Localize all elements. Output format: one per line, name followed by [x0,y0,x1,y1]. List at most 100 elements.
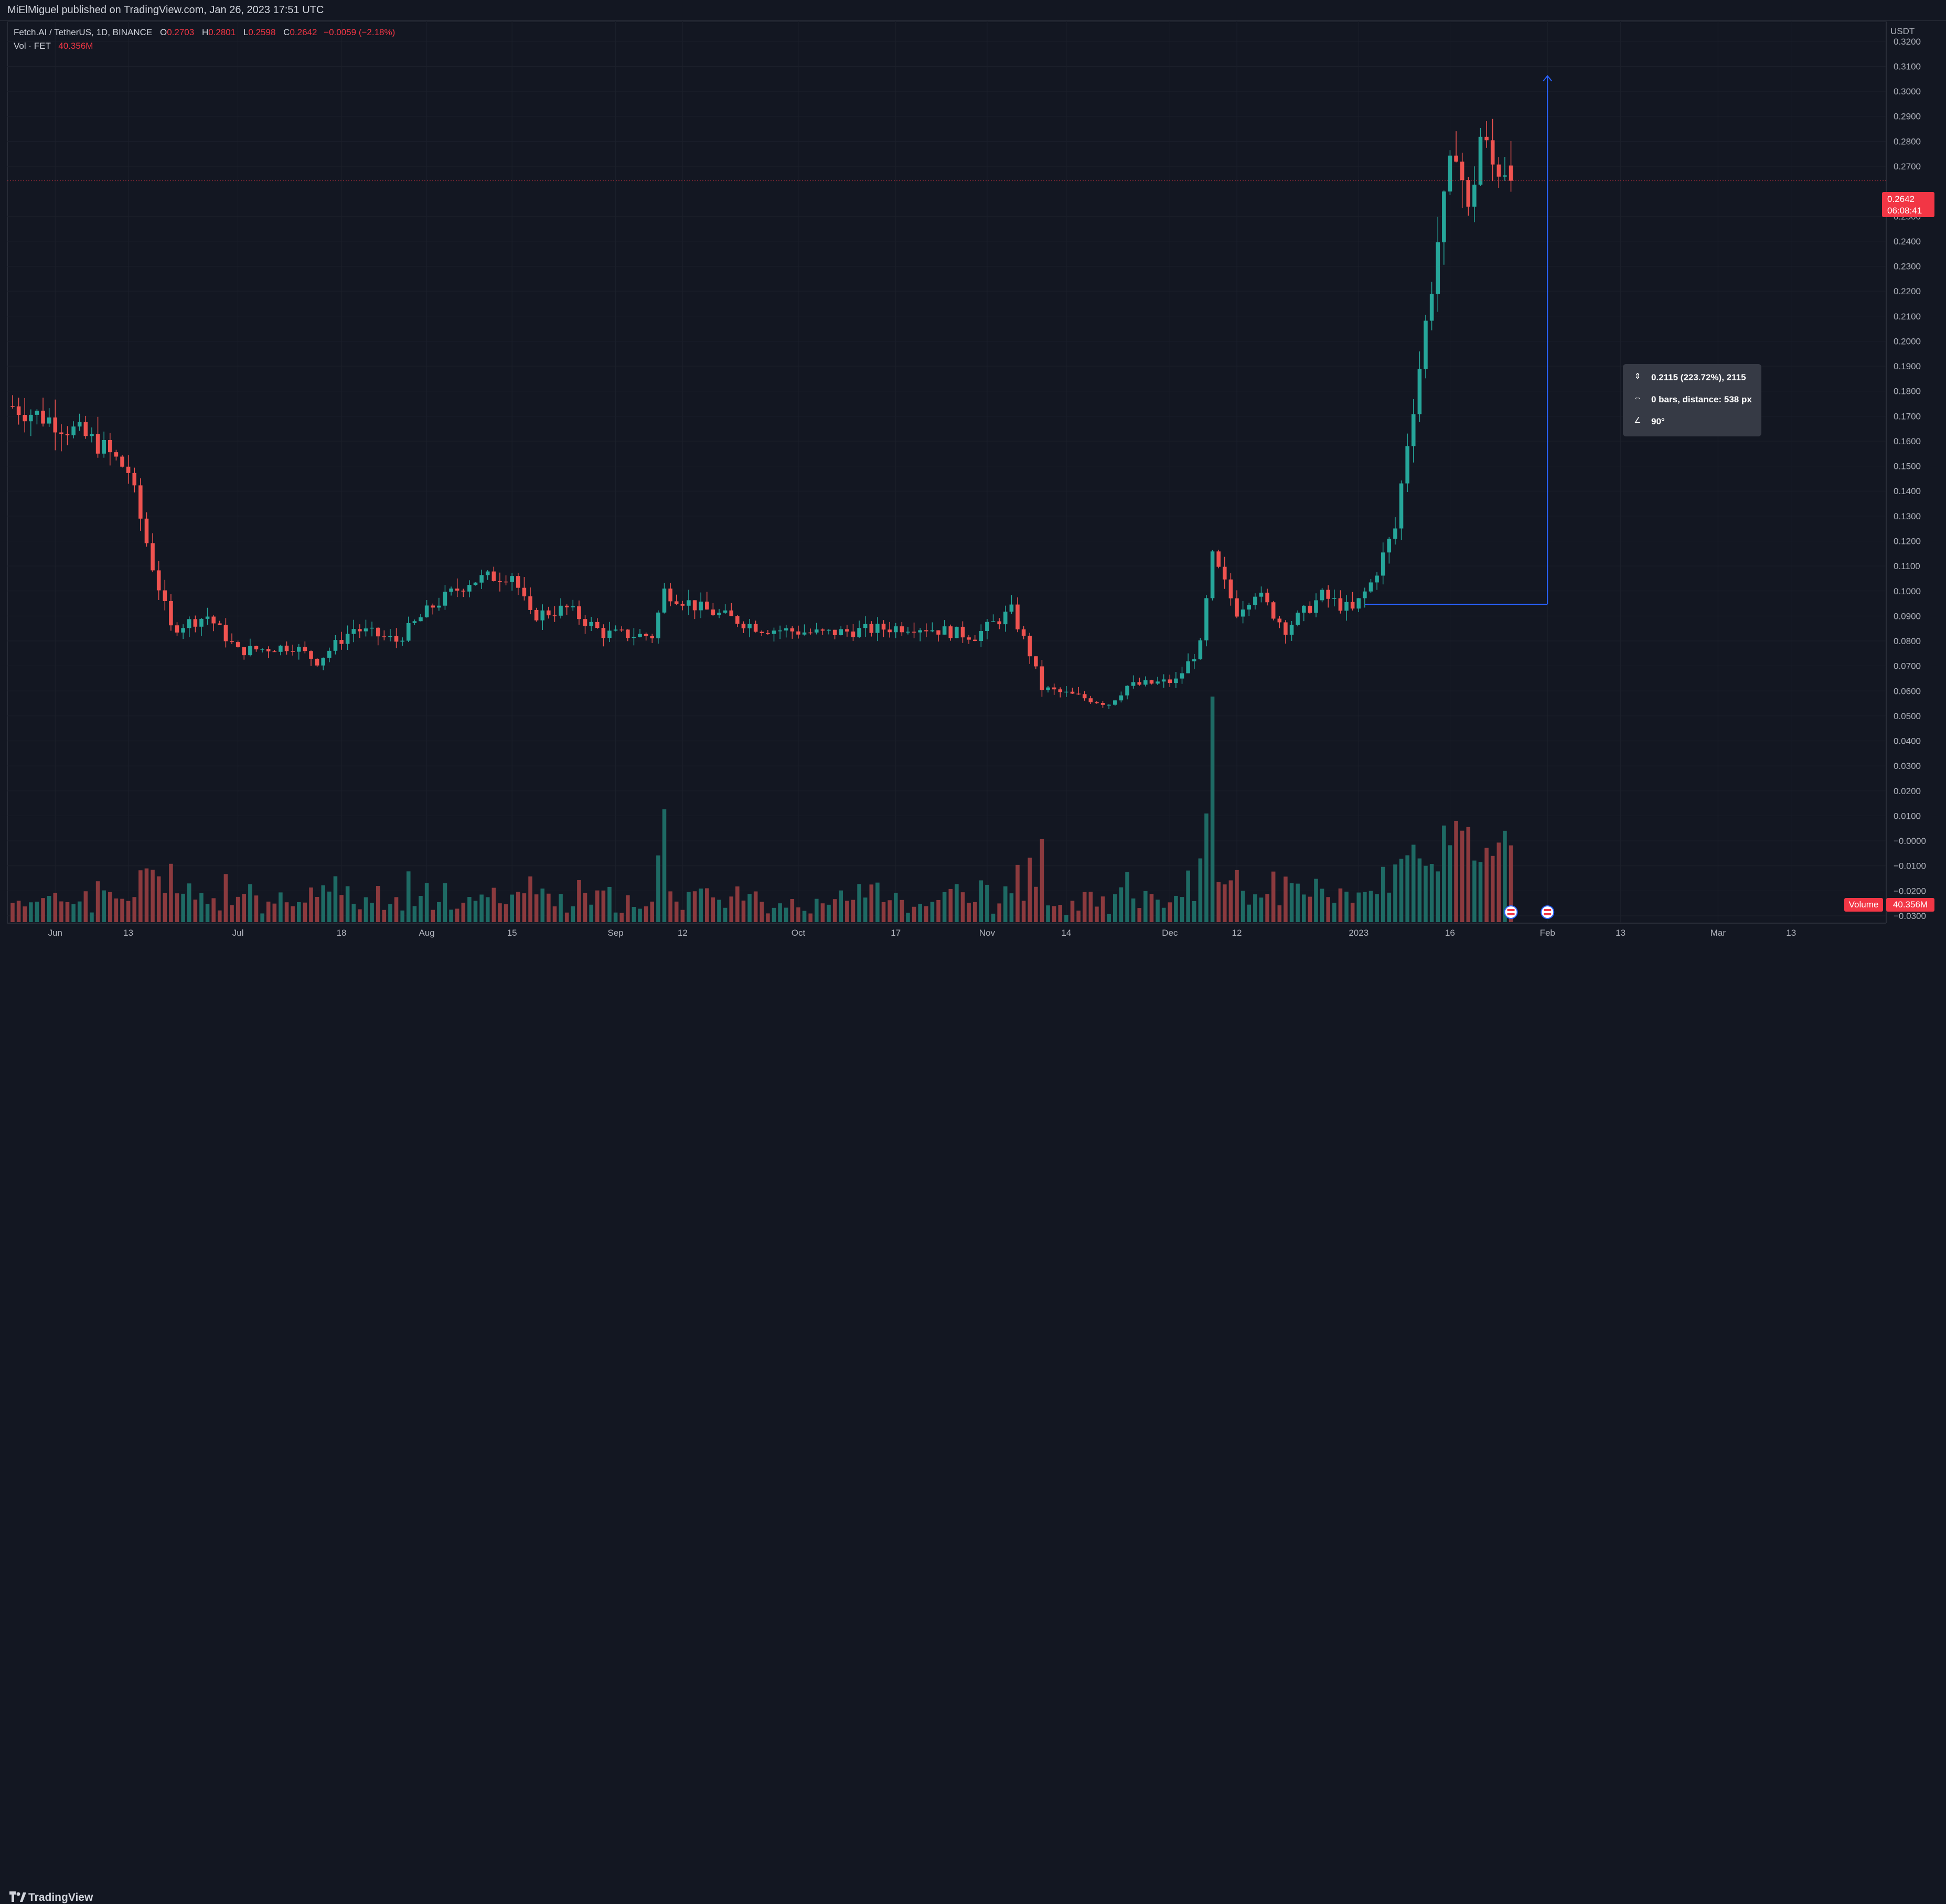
candle-body [1399,483,1404,529]
price-tick-label: 0.0300 [1894,761,1921,771]
candle-body [918,630,922,633]
volume-bar [960,892,965,922]
candle-body [1478,136,1483,185]
volume-bar [1241,891,1245,922]
volume-bar [419,896,423,922]
candle-body [419,617,423,622]
flag-stripe [1544,909,1552,911]
candle-body [169,601,173,626]
volume-bar [863,897,868,922]
candle-body [552,615,557,616]
candle-body [358,629,362,632]
candle-body [1247,605,1252,610]
volume-bar [1003,886,1008,922]
candle-body [1448,155,1452,192]
candle-body [674,601,679,604]
volume-legend-value: 40.356M [58,41,93,51]
volume-bar [95,881,100,922]
candle-body [370,627,374,629]
volume-bar [595,890,600,922]
volume-bar [1284,876,1288,922]
volume-bar [23,906,27,922]
candle-body [723,610,728,613]
candle-body [351,629,356,634]
candle-body [132,473,137,486]
volume-bar [77,901,82,922]
candle-body [960,626,965,638]
tradingview-logo-icon[interactable] [9,1891,26,1903]
candle-body [211,616,216,624]
volume-bar [218,910,222,922]
price-axis[interactable] [1886,22,1946,923]
candle-body [967,637,971,640]
candle-body [315,658,319,666]
candle-body [1137,682,1142,685]
volume-bar [449,910,453,922]
volume-bar [589,904,593,922]
volume-legend-label[interactable]: Vol · FET [14,41,51,51]
candle-body [784,628,788,631]
flag-stripe [1507,913,1515,915]
volume-bar [510,894,514,922]
volume-bar [1466,827,1471,922]
tradingview-brand[interactable]: TradingView [28,1891,93,1903]
price-tick-label: 0.1900 [1894,361,1921,371]
candle-body [303,647,307,651]
candle-body [668,589,672,602]
candle-body [431,605,435,608]
candle-body [485,571,490,575]
candle-body [1338,598,1343,611]
candle-body [163,590,167,602]
candle-body [1046,687,1050,690]
volume-bar [169,863,173,922]
volume-bar [1472,860,1477,922]
volume-bar [71,904,76,922]
candle-body [144,518,149,543]
candle-body [35,410,39,415]
volume-bar [1320,889,1324,922]
candle-body [1271,602,1276,619]
low-key: L [243,27,249,37]
candle-body [272,651,277,653]
chart-pane[interactable] [7,22,1886,923]
volume-bar [564,912,569,922]
volume-bar [906,913,910,922]
candle-body [778,630,782,632]
candle-body [1107,704,1111,706]
time-axis[interactable] [7,923,1886,941]
volume-bar [187,883,191,922]
volume-bar [53,893,58,922]
price-tick-label: 0.1500 [1894,462,1921,472]
price-tick-label: 0.0600 [1894,686,1921,696]
time-tick-label: 2023 [1349,928,1368,938]
us-flag-event-icon[interactable] [1541,905,1555,919]
volume-bar [644,906,648,922]
candle-body [516,576,520,588]
candle-body [626,629,630,638]
volume-series-tag[interactable]: Volume [1844,898,1883,912]
volume-bar [1490,855,1495,922]
candle-body [205,616,210,619]
volume-bar [1113,894,1117,922]
volume-bar [388,904,392,922]
volume-bar [717,900,721,922]
candle-body [760,632,764,633]
volume-bar [47,896,51,922]
volume-bar [790,898,795,922]
symbol-title[interactable]: Fetch.AI / TetherUS, 1D, BINANCE [14,27,153,37]
candle-body [650,636,655,638]
axis-unit-label[interactable]: USDT [1890,26,1915,36]
us-flag-event-icon[interactable] [1504,905,1518,919]
volume-bar [248,884,252,922]
candle-body [223,625,228,641]
candle-body [1235,598,1239,617]
volume-bar [437,902,441,922]
volume-bar [766,913,770,922]
candle-body [363,628,368,632]
price-chart[interactable]: 0.3200 0.3100 0.3000 0.2900 0.2800 0.2700 0.25… [0,0,1946,972]
volume-bar [1301,894,1306,922]
candle-body [717,613,721,615]
time-tick-label: 13 [123,928,133,938]
angle-icon: ∠ [1634,416,1641,425]
volume-bar [900,900,904,922]
